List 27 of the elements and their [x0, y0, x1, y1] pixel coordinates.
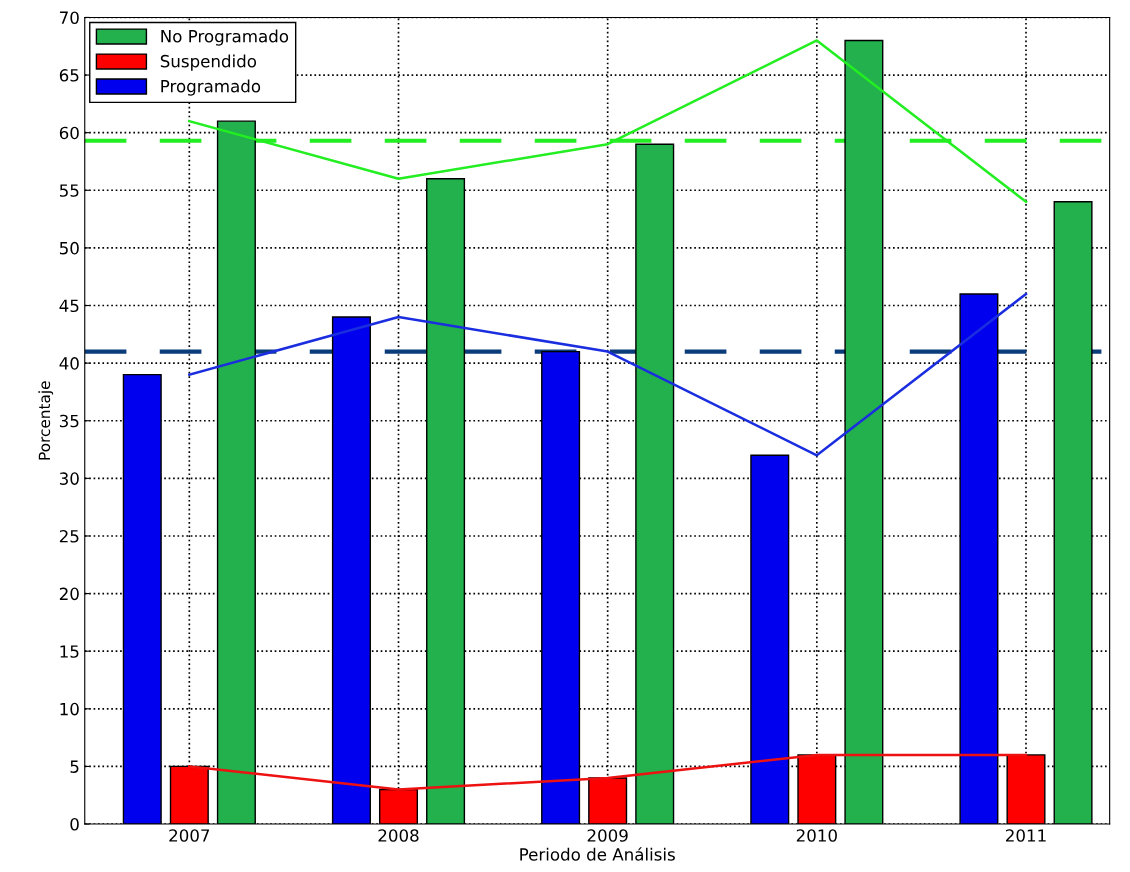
- x-tick-label: 2009: [587, 829, 628, 842]
- y-tick-label: 60: [59, 126, 79, 140]
- x-tick-label: 2011: [1006, 829, 1046, 842]
- x-axis-title: Periodo de Análisis: [520, 847, 675, 861]
- y-tick-label: 55: [59, 184, 79, 197]
- y-tick-label: 10: [60, 702, 79, 716]
- y-tick-label: 70: [60, 11, 79, 25]
- y-tick-label: 35: [59, 414, 79, 428]
- y-tick-label: 20: [59, 587, 79, 601]
- x-tick-label: 2008: [378, 829, 419, 842]
- legend-label: Programado: [161, 79, 261, 96]
- line-series: [188, 753, 1028, 791]
- y-tick-label: 50: [59, 241, 79, 255]
- x-tick-label: 2010: [796, 829, 837, 842]
- line-series: [188, 292, 1028, 457]
- y-axis-title: Porcentaje: [38, 381, 54, 460]
- y-tick-label: 25: [59, 529, 79, 543]
- legend-label: No Programado: [161, 29, 289, 46]
- y-tick-label: 40: [59, 357, 79, 370]
- x-tick-label: 2007: [169, 829, 210, 842]
- y-tick-label: 15: [60, 645, 79, 658]
- legend-label: Suspendido: [160, 54, 257, 71]
- y-tick-label: 0: [70, 818, 79, 831]
- y-tick-label: 65: [59, 69, 79, 82]
- y-tick-label: 5: [70, 760, 79, 773]
- y-tick-label: 45: [59, 299, 79, 313]
- y-tick-label: 30: [59, 472, 79, 485]
